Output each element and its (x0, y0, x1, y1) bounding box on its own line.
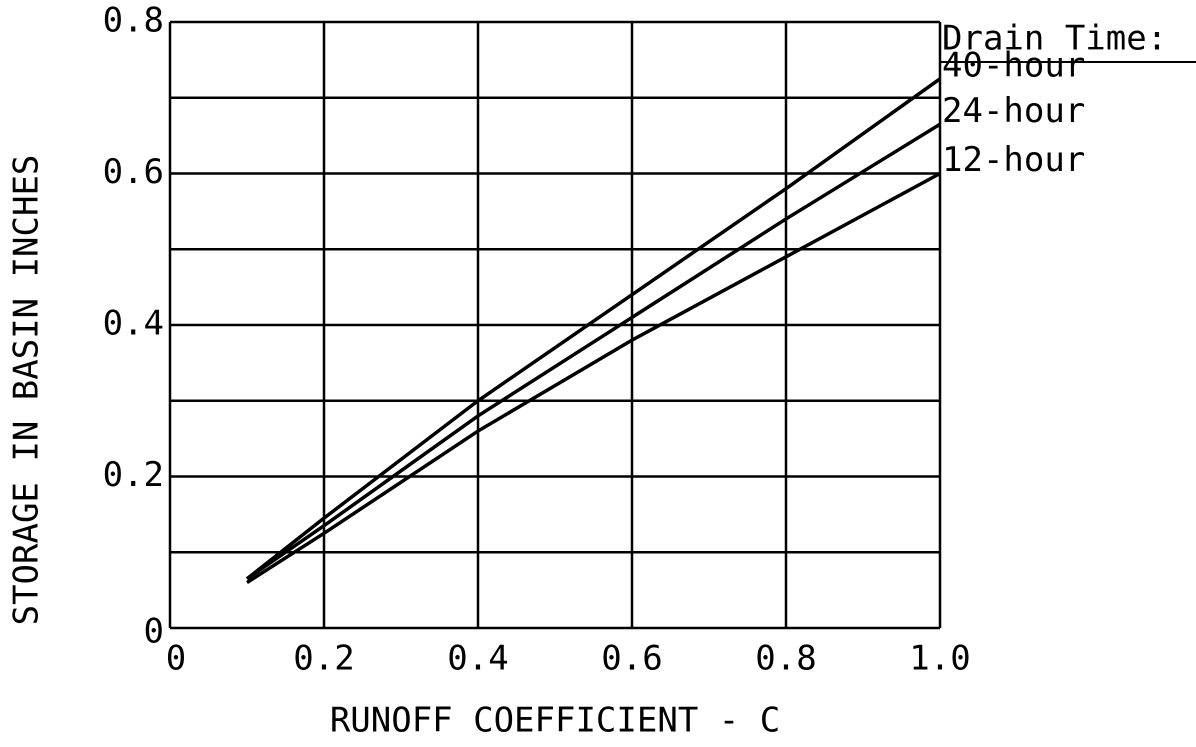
y-tick-label: 0.8 (103, 1, 164, 41)
x-tick-label: 1.0 (909, 639, 970, 679)
x-tick-label: 0 (166, 639, 186, 679)
y-axis-title: STORAGE IN BASIN INCHES (7, 155, 47, 626)
legend-label: 12-hour (942, 140, 1085, 180)
x-tick-label: 0.2 (293, 639, 354, 679)
y-tick-label: 0.2 (103, 455, 164, 495)
y-tick-label: 0 (144, 612, 164, 652)
y-tick-label: 0.4 (103, 304, 164, 344)
legend-title: Drain Time: (942, 19, 1167, 59)
y-tick-label: 0.6 (103, 152, 164, 192)
series-line (246, 171, 941, 585)
legend-label: 24-hour (942, 91, 1085, 131)
series-line (246, 122, 941, 581)
x-tick-label: 0.8 (755, 639, 816, 679)
x-tick-label: 0.4 (447, 639, 508, 679)
x-tick-label: 0.6 (601, 639, 662, 679)
series-line (245, 77, 942, 581)
legend-label: 40-hour (942, 45, 1085, 85)
x-axis-title: RUNOFF COEFFICIENT - C (330, 701, 780, 741)
